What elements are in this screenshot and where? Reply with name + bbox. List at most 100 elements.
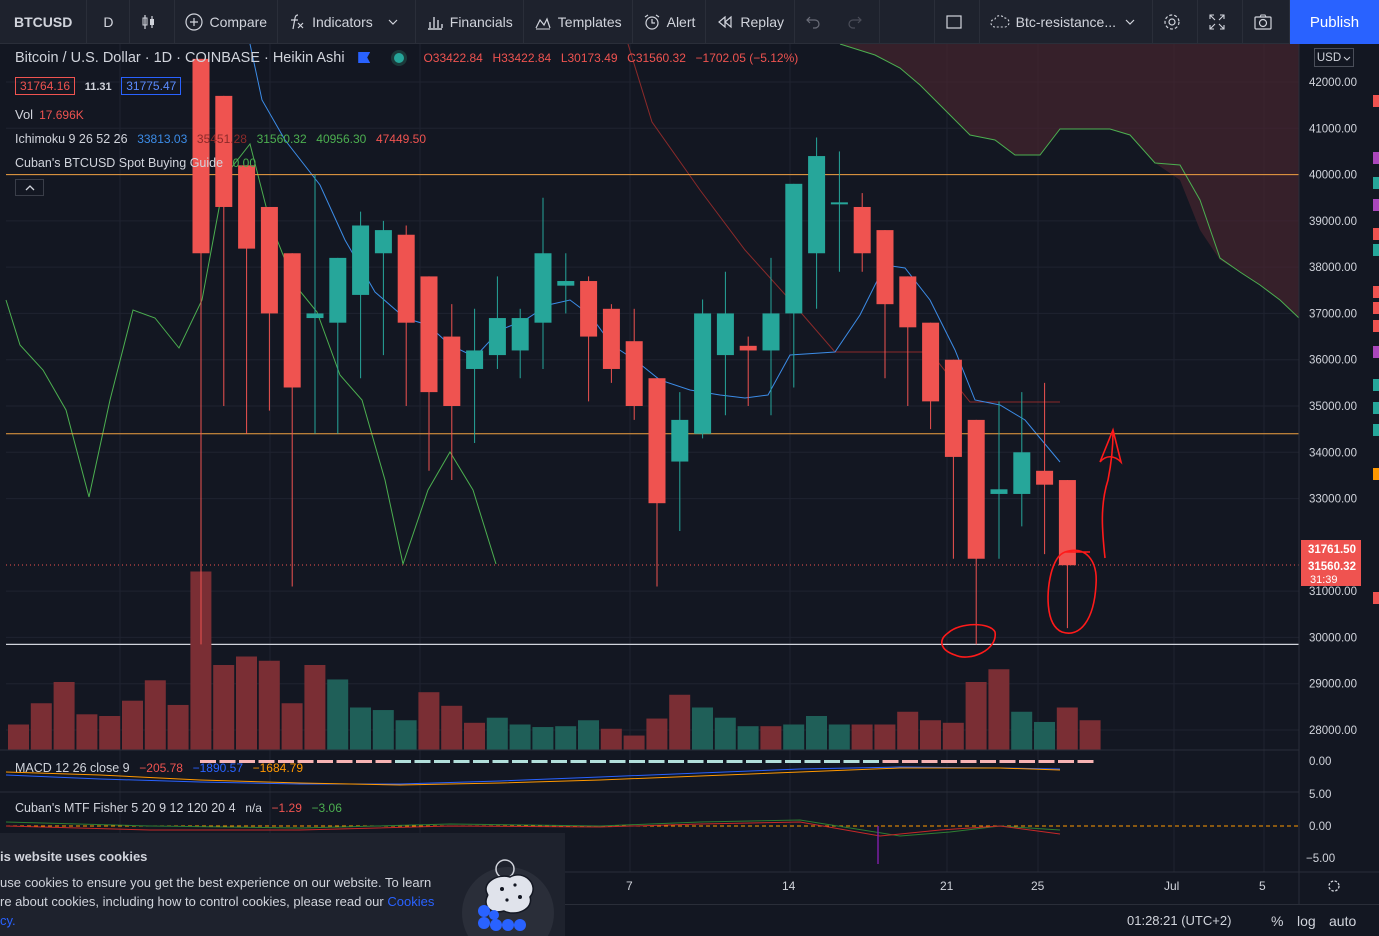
candle[interactable] bbox=[329, 257, 347, 434]
ichimoku-label[interactable]: Ichimoku 9 26 52 26 bbox=[15, 132, 128, 146]
chart-type-button[interactable] bbox=[130, 0, 176, 44]
volume-bar bbox=[874, 724, 896, 750]
candle[interactable] bbox=[1058, 480, 1076, 629]
time-axis-settings[interactable] bbox=[1328, 880, 1340, 892]
macd-hist-bar bbox=[414, 760, 431, 763]
candle[interactable] bbox=[215, 95, 233, 406]
volume-bar bbox=[464, 722, 485, 750]
price-tick: 38000.00 bbox=[1309, 262, 1357, 274]
clock[interactable]: 01:28:21 (UTC+2) bbox=[1127, 913, 1232, 928]
main-chart[interactable]: 42000.00 41000.00 40000.00 39000.00 38000.00… bbox=[0, 44, 1379, 936]
interval-button[interactable]: D bbox=[87, 0, 131, 44]
ask-price[interactable]: 31775.47 bbox=[121, 77, 182, 95]
candles[interactable] bbox=[192, 58, 1076, 645]
financials-label: Financials bbox=[449, 13, 513, 30]
bookmark-icon[interactable] bbox=[358, 52, 371, 63]
percent-toggle[interactable]: % bbox=[1271, 913, 1284, 929]
financials-button[interactable]: Financials bbox=[416, 0, 524, 44]
collapse-legend-button[interactable] bbox=[15, 179, 44, 196]
candle[interactable] bbox=[967, 419, 985, 645]
publish-button[interactable]: Publish bbox=[1290, 0, 1379, 44]
undo-button[interactable] bbox=[795, 0, 837, 44]
candle-body bbox=[694, 313, 712, 434]
templates-button[interactable]: Templates bbox=[524, 0, 633, 44]
cookies-link-policy[interactable]: cy. bbox=[0, 913, 16, 928]
candle[interactable] bbox=[625, 308, 643, 420]
candle[interactable] bbox=[306, 174, 324, 434]
expand-icon bbox=[1209, 13, 1225, 30]
macd-label[interactable]: MACD 12 26 close 9 bbox=[15, 761, 130, 775]
candle[interactable] bbox=[716, 271, 734, 416]
price-tag-current: 31560.32 bbox=[1308, 561, 1356, 573]
price-tag-red-bg bbox=[1301, 540, 1361, 586]
candle[interactable] bbox=[466, 308, 484, 444]
macd-hist-bar bbox=[648, 760, 665, 763]
candle[interactable] bbox=[580, 276, 598, 402]
candle[interactable] bbox=[990, 401, 1008, 559]
candle[interactable] bbox=[238, 165, 256, 434]
candle[interactable] bbox=[922, 322, 940, 430]
compare-button[interactable]: Compare bbox=[175, 0, 279, 44]
chart-area[interactable]: 42000.00 41000.00 40000.00 39000.00 38000.00… bbox=[0, 44, 1379, 936]
candle[interactable] bbox=[192, 58, 210, 645]
candle[interactable] bbox=[694, 299, 712, 439]
legend-fisher: Cuban's MTF Fisher 5 20 9 12 120 20 4 n/… bbox=[15, 800, 348, 815]
macd-hist-bar bbox=[1019, 760, 1035, 763]
candle[interactable] bbox=[534, 197, 552, 369]
candle-body bbox=[671, 419, 689, 462]
indicators-button[interactable]: Indicators bbox=[278, 0, 416, 44]
candle[interactable] bbox=[557, 253, 575, 314]
macd-hist-bar bbox=[317, 760, 333, 763]
candle[interactable] bbox=[1036, 382, 1054, 555]
auto-toggle[interactable]: auto bbox=[1329, 913, 1357, 929]
candle[interactable] bbox=[808, 137, 826, 309]
volume-bar bbox=[600, 728, 622, 750]
redo-button[interactable] bbox=[837, 0, 880, 44]
candle[interactable] bbox=[785, 183, 803, 388]
candle[interactable] bbox=[420, 276, 438, 471]
candle-body bbox=[625, 341, 643, 406]
currency-selector[interactable]: USD bbox=[1314, 48, 1354, 67]
log-toggle[interactable]: log bbox=[1297, 913, 1316, 929]
candle[interactable] bbox=[853, 193, 871, 272]
cuban-label[interactable]: Cuban's BTCUSD Spot Buying Guide bbox=[15, 156, 224, 170]
fullscreen-button[interactable] bbox=[1198, 0, 1243, 44]
candle[interactable] bbox=[762, 257, 780, 416]
settings-button[interactable] bbox=[1153, 0, 1198, 44]
replay-button[interactable]: Replay bbox=[706, 0, 795, 44]
candle[interactable] bbox=[648, 378, 666, 587]
candle[interactable] bbox=[352, 211, 370, 379]
candle[interactable] bbox=[511, 308, 529, 379]
candle[interactable] bbox=[374, 220, 392, 356]
fisher-label[interactable]: Cuban's MTF Fisher 5 20 9 12 120 20 4 bbox=[15, 801, 236, 815]
candle[interactable] bbox=[899, 276, 917, 406]
candle[interactable] bbox=[1013, 392, 1031, 527]
candle[interactable] bbox=[397, 225, 415, 406]
candle[interactable] bbox=[876, 230, 894, 379]
candle[interactable] bbox=[944, 359, 962, 559]
cookie-line-2: re about cookies, including how to contr… bbox=[0, 894, 384, 909]
bid-price[interactable]: 31764.16 bbox=[15, 77, 76, 95]
alert-button[interactable]: Alert bbox=[633, 0, 707, 44]
symbol-title[interactable]: Bitcoin / U.S. Dollar · 1D · COINBASE · … bbox=[15, 50, 345, 66]
candle[interactable] bbox=[739, 336, 757, 406]
cookies-link[interactable]: Cookies bbox=[387, 894, 435, 909]
candle-body bbox=[876, 230, 894, 305]
drawn-circle-current[interactable] bbox=[1047, 549, 1097, 634]
fullscreen-layout-button[interactable] bbox=[933, 0, 980, 44]
candle[interactable] bbox=[260, 206, 278, 411]
candle[interactable] bbox=[488, 276, 506, 369]
candle[interactable] bbox=[443, 304, 461, 481]
symbol-search-button[interactable]: BTCUSD bbox=[0, 0, 88, 44]
candle[interactable] bbox=[830, 151, 848, 272]
candle[interactable] bbox=[283, 253, 301, 587]
candle[interactable] bbox=[671, 392, 689, 531]
candle-body bbox=[397, 234, 415, 323]
candle[interactable] bbox=[602, 304, 620, 383]
drawn-arrow-up[interactable] bbox=[1099, 427, 1123, 559]
drawn-circle-low[interactable] bbox=[941, 623, 996, 658]
snapshot-button[interactable] bbox=[1243, 0, 1290, 44]
ichimoku-lagging-span-2 bbox=[839, 44, 1300, 319]
macd-hist-bar bbox=[960, 760, 977, 763]
layout-menu-button[interactable]: Btc-resistance... bbox=[980, 0, 1153, 44]
